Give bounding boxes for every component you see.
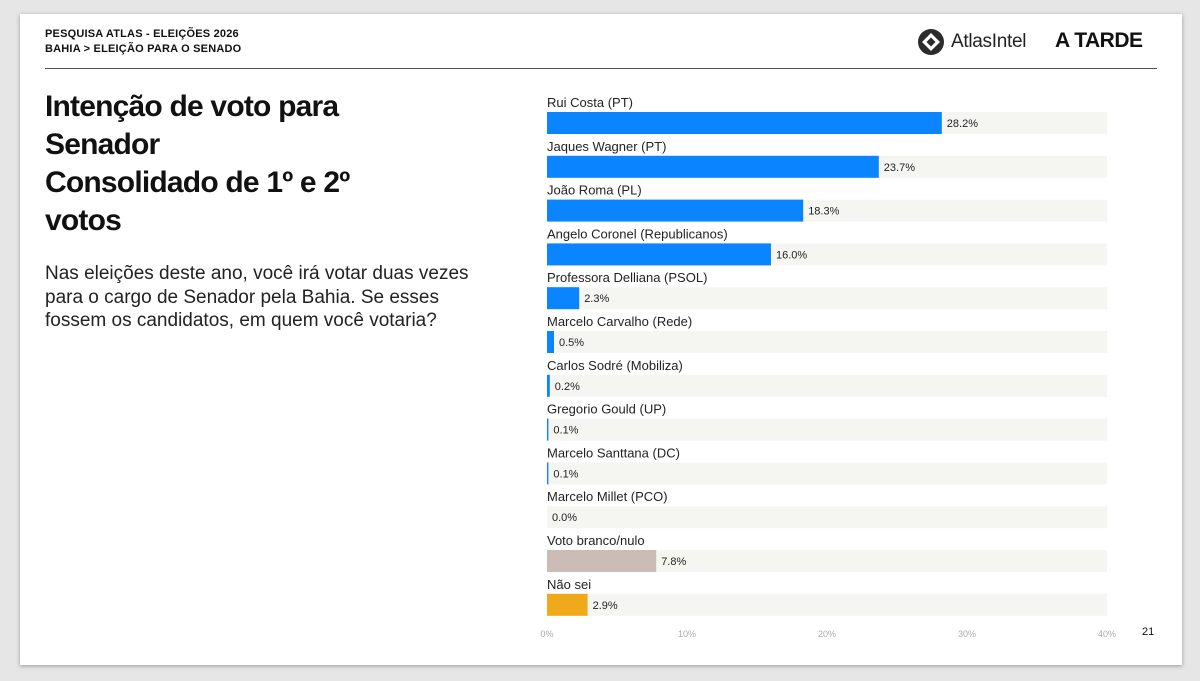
atlasintel-logo: AtlasIntel (917, 28, 1026, 56)
x-tick-label: 0% (540, 629, 553, 639)
bar-track (547, 462, 1107, 485)
category-label: Marcelo Carvalho (Rede) (547, 314, 692, 329)
title-line: Consolidado de 1º e 2º (45, 166, 350, 199)
category-label: Marcelo Millet (PCO) (547, 489, 668, 504)
bar (547, 462, 549, 485)
breadcrumb: BAHIA > ELEIÇÃO PARA O SENADO (45, 43, 242, 55)
bar (547, 374, 550, 397)
data-label: 0.5% (559, 337, 584, 349)
header-divider (45, 68, 1157, 69)
data-label: 0.2% (555, 381, 580, 393)
bar-track (547, 593, 1107, 616)
bar-track (547, 550, 1107, 572)
bar (547, 593, 588, 616)
bar (547, 155, 879, 178)
title-line: votos (45, 204, 122, 237)
survey-question: Nas eleições deste ano, você irá votar d… (45, 263, 469, 331)
data-label: 18.3% (808, 206, 839, 218)
page-number: 21 (1142, 626, 1155, 638)
title-line: Senador (45, 128, 160, 161)
x-tick-label: 40% (1098, 629, 1116, 639)
category-label: Jaques Wagner (PT) (547, 139, 666, 154)
data-label: 0.1% (553, 468, 578, 480)
data-label: 2.9% (593, 600, 618, 612)
x-tick-label: 20% (818, 629, 836, 639)
category-label: Professora Delliana (PSOL) (547, 270, 707, 285)
category-label: Angelo Coronel (Republicanos) (547, 226, 728, 241)
data-label: 0.1% (553, 425, 578, 437)
bar-track (547, 374, 1107, 397)
data-label: 16.0% (776, 249, 807, 261)
category-label: João Roma (PL) (547, 183, 642, 198)
survey-title: PESQUISA ATLAS - ELEIÇÕES 2026 (45, 28, 239, 40)
bar-track (547, 506, 1107, 529)
bar (547, 418, 549, 441)
atlasintel-logo-text: AtlasIntel (951, 31, 1027, 52)
data-label: 28.2% (947, 118, 978, 130)
bar (547, 199, 804, 222)
a-tarde-logo: A TARDE (1055, 29, 1143, 52)
x-tick-label: 30% (958, 629, 976, 639)
bar-track (547, 287, 1107, 310)
data-label: 2.3% (584, 293, 609, 305)
data-label: 0.0% (552, 512, 577, 524)
bar-track (547, 331, 1107, 353)
category-label: Rui Costa (PT) (547, 95, 633, 110)
category-label: Carlos Sodré (Mobiliza) (547, 358, 683, 373)
bar (547, 243, 771, 266)
category-label: Voto branco/nulo (547, 533, 645, 548)
bar-track (547, 418, 1107, 441)
bar (547, 550, 657, 572)
title-line: Intenção de voto para (45, 90, 339, 123)
category-label: Marcelo Santtana (DC) (547, 445, 680, 460)
bar (547, 112, 942, 134)
x-tick-label: 10% (678, 629, 696, 639)
bar (547, 287, 580, 310)
category-label: Gregorio Gould (UP) (547, 402, 666, 417)
data-label: 23.7% (884, 162, 915, 174)
atlasintel-logo-icon (918, 29, 944, 55)
page-title: Intenção de voto para Senador Consolidad… (45, 88, 465, 240)
category-label: Não sei (547, 577, 591, 592)
data-label: 7.8% (661, 556, 686, 568)
bar (547, 331, 554, 353)
